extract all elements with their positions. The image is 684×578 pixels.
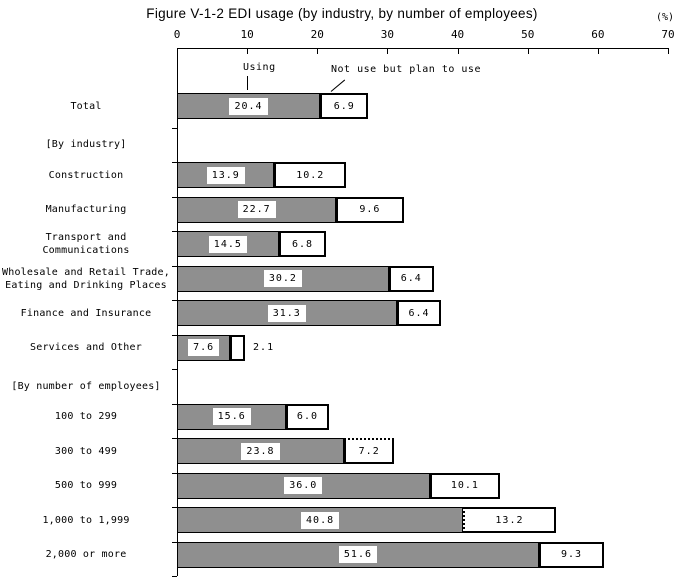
using-value-label: 7.6 bbox=[188, 339, 220, 356]
using-value-label: 23.8 bbox=[241, 442, 280, 460]
row-label: Finance and Insurance bbox=[20, 307, 152, 319]
using-bar-segment: 40.8 bbox=[177, 507, 464, 533]
using-value-label: 36.0 bbox=[284, 477, 323, 494]
x-axis-tick bbox=[317, 48, 319, 54]
plan-value-label: 2.1 bbox=[253, 342, 275, 353]
legend-pointer-line-using bbox=[247, 76, 248, 90]
y-axis-tick bbox=[172, 369, 177, 370]
y-axis-tick bbox=[172, 438, 177, 439]
plan-bar-segment: 6.4 bbox=[388, 265, 434, 292]
row-label: Construction bbox=[48, 169, 124, 181]
x-axis-tick bbox=[247, 48, 249, 54]
using-bar-segment: 22.7 bbox=[177, 196, 337, 223]
plan-value-label: 7.2 bbox=[358, 445, 380, 457]
plan-bar-segment: 6.8 bbox=[278, 231, 327, 257]
using-bar-segment: 13.9 bbox=[177, 162, 275, 188]
section-header-label: [By number of employees] bbox=[11, 380, 161, 392]
x-axis-tick-label: 0 bbox=[173, 28, 181, 41]
using-bar-segment: 23.8 bbox=[177, 438, 344, 464]
using-bar-segment: 36.0 bbox=[177, 472, 430, 499]
row-label: 1,000 to 1,999 bbox=[42, 514, 130, 526]
x-axis-tick-label: 20 bbox=[310, 28, 324, 41]
plan-value-label: 10.2 bbox=[296, 169, 325, 181]
row-label: Services and Other bbox=[30, 342, 142, 353]
plan-value-label: 6.0 bbox=[296, 411, 318, 422]
using-bar-segment: 15.6 bbox=[177, 403, 287, 430]
row-label: Wholesale and Retail Trade, Eating and D… bbox=[2, 266, 170, 291]
legend-pointer-line-plan bbox=[330, 79, 346, 92]
plan-value-label: 6.4 bbox=[408, 307, 430, 319]
using-bar-segment: 51.6 bbox=[177, 541, 539, 568]
y-axis-tick bbox=[172, 265, 177, 267]
axis-unit-label: (%) bbox=[655, 12, 674, 23]
plan-bar-segment: 10.2 bbox=[274, 162, 347, 188]
legend-label-using: Using bbox=[243, 62, 276, 73]
plan-value-label: 6.4 bbox=[400, 273, 422, 284]
row-label: 100 to 299 bbox=[54, 411, 118, 422]
using-value-label: 51.6 bbox=[338, 546, 377, 563]
using-bar-segment: 7.6 bbox=[177, 334, 231, 361]
y-axis-tick bbox=[172, 300, 177, 301]
using-value-label: 22.7 bbox=[237, 201, 276, 218]
using-bar-segment: 31.3 bbox=[177, 300, 397, 326]
plan-bar-segment bbox=[230, 334, 246, 361]
x-axis-tick-label: 10 bbox=[240, 28, 254, 41]
x-axis-tick bbox=[597, 48, 599, 54]
chart-title: Figure V-1-2 EDI usage (by industry, by … bbox=[146, 6, 538, 21]
y-axis-tick bbox=[172, 472, 177, 474]
using-bar-segment: 14.5 bbox=[177, 231, 279, 257]
plan-bar-segment: 6.4 bbox=[396, 300, 442, 326]
row-label: Transport and Communications bbox=[42, 232, 130, 256]
y-axis-tick bbox=[172, 334, 177, 336]
y-axis-tick bbox=[172, 576, 177, 577]
using-value-label: 31.3 bbox=[267, 304, 306, 322]
y-axis-tick bbox=[172, 507, 177, 508]
y-axis-tick bbox=[172, 541, 177, 543]
y-axis-tick bbox=[172, 231, 177, 232]
using-value-label: 20.4 bbox=[229, 97, 268, 115]
x-axis-tick-label: 60 bbox=[591, 28, 605, 41]
plan-bar-segment: 6.9 bbox=[320, 93, 369, 119]
plan-bar-segment: 13.2 bbox=[463, 507, 556, 533]
row-label: 500 to 999 bbox=[54, 480, 118, 491]
row-label: Total bbox=[70, 100, 102, 112]
plan-value-label: 9.6 bbox=[359, 204, 381, 215]
plan-bar-segment: 7.2 bbox=[343, 438, 395, 464]
x-axis-tick bbox=[527, 48, 529, 54]
using-value-label: 30.2 bbox=[263, 270, 302, 287]
using-bar-segment: 30.2 bbox=[177, 265, 389, 292]
y-axis-tick bbox=[172, 403, 177, 405]
x-axis-tick bbox=[387, 48, 389, 54]
plan-value-label: 9.3 bbox=[561, 549, 583, 560]
section-header-label: [By industry] bbox=[45, 139, 127, 151]
plan-bar-segment: 10.1 bbox=[429, 472, 501, 499]
plan-bar-segment: 9.6 bbox=[336, 196, 404, 223]
using-bar-segment: 20.4 bbox=[177, 93, 321, 119]
plan-bar-segment: 9.3 bbox=[538, 541, 605, 568]
row-label: 2,000 or more bbox=[45, 549, 127, 560]
x-axis-line bbox=[177, 48, 669, 49]
plan-bar-segment: 6.0 bbox=[286, 403, 329, 430]
x-axis-tick-label: 40 bbox=[450, 28, 465, 41]
plan-value-label: 13.2 bbox=[495, 514, 524, 526]
legend-label-plan: Not use but plan to use bbox=[331, 64, 481, 75]
y-axis-tick bbox=[172, 127, 177, 129]
plan-value-label: 10.1 bbox=[450, 480, 479, 491]
plan-value-label: 6.9 bbox=[333, 100, 355, 112]
x-axis-tick-label: 30 bbox=[380, 28, 395, 41]
using-value-label: 13.9 bbox=[206, 166, 245, 184]
y-axis-tick bbox=[172, 162, 177, 163]
plan-value-label: 6.8 bbox=[292, 238, 314, 250]
using-value-label: 15.6 bbox=[212, 408, 251, 425]
x-axis-tick-label: 50 bbox=[521, 28, 535, 41]
using-value-label: 40.8 bbox=[301, 511, 340, 529]
row-label: 300 to 499 bbox=[54, 445, 118, 457]
y-axis-tick bbox=[172, 196, 177, 198]
x-axis-tick bbox=[457, 48, 459, 54]
x-axis-tick-label: 70 bbox=[661, 28, 675, 41]
row-label: Manufacturing bbox=[45, 204, 127, 215]
using-value-label: 14.5 bbox=[208, 235, 247, 253]
x-axis-tick bbox=[668, 48, 669, 54]
